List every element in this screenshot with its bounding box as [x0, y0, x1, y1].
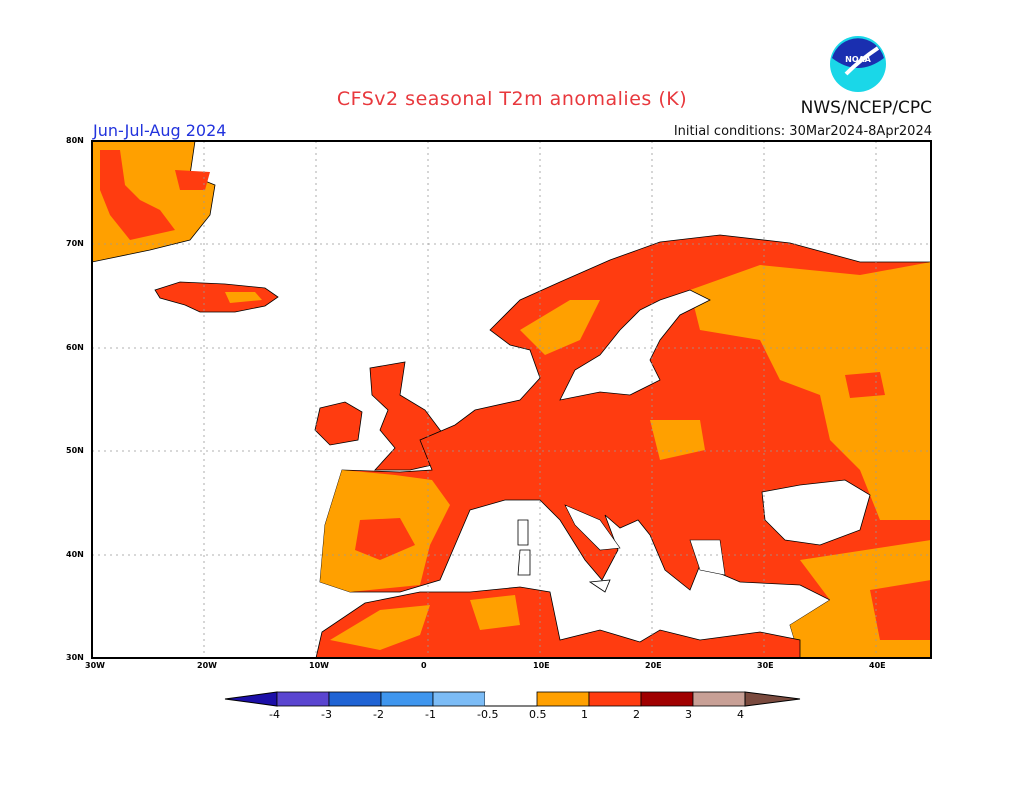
colorbar-high-arrow — [744, 691, 801, 707]
colorbar-segment — [588, 691, 642, 707]
lat-label: 30N — [66, 653, 84, 662]
lon-label: 30E — [757, 661, 774, 670]
colorbar-segment — [380, 691, 434, 707]
credit-text: NWS/NCEP/CPC — [800, 98, 932, 118]
sea-aegean — [689, 539, 726, 576]
colorbar-label: -2 — [373, 708, 384, 721]
colorbar-segment — [692, 691, 746, 707]
colorbar-low-arrow — [224, 691, 278, 707]
lon-label: 10E — [533, 661, 550, 670]
noaa-logo: NOAA — [830, 36, 886, 92]
colorbar-label: -1 — [425, 708, 436, 721]
lat-label: 70N — [66, 239, 84, 248]
land-ireland — [314, 401, 363, 446]
colorbar-label: -3 — [321, 708, 332, 721]
svg-text:NOAA: NOAA — [845, 55, 871, 64]
colorbar-label: 3 — [685, 708, 692, 721]
colorbar-label: 4 — [737, 708, 744, 721]
colorbar-segment — [640, 691, 694, 707]
colorbar-label: -4 — [269, 708, 280, 721]
lon-label: 40E — [869, 661, 886, 670]
lat-label: 60N — [66, 343, 84, 352]
lat-label: 50N — [66, 446, 84, 455]
sea-baltic — [559, 289, 711, 401]
lon-label: 10W — [309, 661, 329, 670]
lat-label: 40N — [66, 550, 84, 559]
graticule — [92, 141, 931, 658]
lon-label: 20E — [645, 661, 662, 670]
lon-label: 20W — [197, 661, 217, 670]
lon-label: 30W — [85, 661, 105, 670]
colorbar-label: 1 — [581, 708, 588, 721]
sea-adriatic — [564, 504, 621, 551]
land-iceland — [154, 281, 279, 313]
initial-conditions: Initial conditions: 30Mar2024-8Apr2024 — [673, 124, 932, 139]
map-title: CFSv2 seasonal T2m anomalies (K) — [336, 88, 688, 110]
map-frame — [91, 140, 932, 659]
colorbar-segment — [328, 691, 382, 707]
season-label: Jun-Jul-Aug 2024 — [93, 121, 227, 140]
sea-black — [761, 479, 871, 546]
lon-label: 0 — [421, 661, 427, 670]
colorbar-label: -0.5 — [477, 708, 499, 721]
colorbar-segment — [485, 692, 537, 706]
colorbar-segment — [276, 691, 330, 707]
colorbar-label: 2 — [633, 708, 640, 721]
colorbar — [224, 691, 801, 707]
colorbar-segment — [432, 691, 486, 707]
land-north-africa — [315, 586, 801, 658]
lat-label: 80N — [66, 136, 84, 145]
map-area — [92, 141, 931, 658]
colorbar-label: 0.5 — [529, 708, 547, 721]
colorbar-segment — [536, 691, 590, 707]
